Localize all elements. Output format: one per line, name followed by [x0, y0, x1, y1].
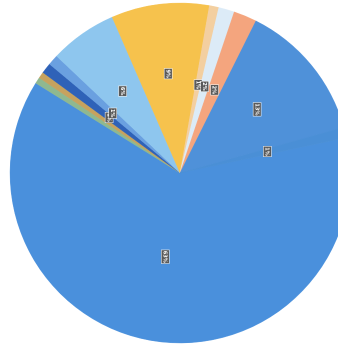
- pie-slices: [9, 2, 338, 344]
- data-label-box: [163, 68, 173, 80]
- pie-slice: [9, 82, 338, 344]
- data-label-box: [161, 249, 170, 264]
- data-label-box: [118, 85, 127, 97]
- data-label-box: [263, 146, 272, 157]
- pie-data-label: 1%: [263, 146, 272, 157]
- data-label-box: [210, 84, 219, 96]
- data-label-text: 1%: [264, 147, 270, 156]
- data-label-text: 1%: [194, 81, 200, 90]
- pie-data-label: 6%: [118, 85, 127, 97]
- data-label-text: 2%: [201, 82, 207, 91]
- pie-slice: [111, 2, 210, 174]
- pie-data-label: 2%: [200, 80, 209, 92]
- pie-data-label: 2%: [210, 84, 219, 96]
- pie-data-label: 13%: [252, 102, 262, 117]
- data-label-text: 2%: [211, 86, 217, 95]
- pie-slice: [179, 128, 338, 174]
- pie-data-label: 63%: [161, 249, 170, 264]
- pie-slice: [179, 20, 338, 174]
- data-label-text: 13%: [253, 103, 259, 115]
- data-label-text: 1%: [109, 109, 115, 118]
- data-label-box: [200, 80, 209, 92]
- pie-data-label: 9%: [163, 68, 173, 80]
- data-label-text: 63%: [162, 251, 168, 263]
- data-label-text: 9%: [164, 69, 170, 78]
- pie-data-labels: 63%1%1%6%9%1% 2% 2%13%1%: [104, 68, 272, 264]
- data-label-box: [108, 107, 117, 119]
- pie-data-label: 1%: [108, 107, 117, 119]
- data-label-text: 6%: [119, 87, 125, 96]
- data-label-box: [252, 102, 262, 117]
- data-label-text: 1%: [105, 113, 111, 122]
